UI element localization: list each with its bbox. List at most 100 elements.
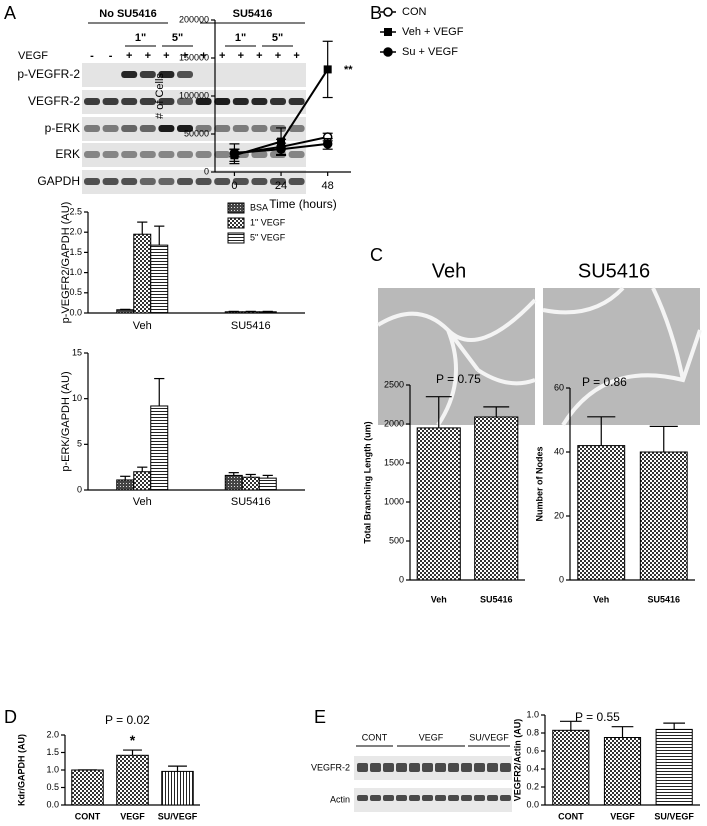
marker <box>322 139 333 149</box>
legend-label: 5" VEGF <box>250 232 286 242</box>
vegf-sign: + <box>145 50 151 62</box>
y-tick-label: 100000 <box>179 90 209 100</box>
cell-network <box>376 298 537 427</box>
y-tick-label: 150000 <box>179 52 209 62</box>
content: A B C D E No SU5416 SU5416 1" 5" 1" 5" VEGF - - + + + + + +… <box>4 3 702 821</box>
band-label: GAPDH <box>37 174 80 188</box>
time-label: 5" <box>272 32 283 44</box>
blot-band <box>288 98 305 105</box>
blot-band <box>251 98 268 105</box>
y-tick-label: 0.5 <box>46 782 59 792</box>
panel-label: B <box>370 3 382 23</box>
bar <box>552 729 590 806</box>
y-tick-label: 1000 <box>384 496 404 506</box>
legend-label: BSA <box>250 202 268 212</box>
blot-band <box>487 763 498 772</box>
blot-band <box>214 125 231 132</box>
y-tick-label: 1500 <box>384 457 404 467</box>
marker <box>277 137 286 146</box>
legend-swatch <box>227 202 245 214</box>
y-tick-label: 0 <box>559 574 564 584</box>
y-tick-label: 2500 <box>384 379 404 389</box>
blot-band <box>270 178 286 185</box>
blot-band <box>177 178 193 185</box>
bar <box>258 311 277 314</box>
y-tick-label: 500 <box>389 535 404 545</box>
legend-label: CON <box>402 6 427 18</box>
bar <box>655 728 693 806</box>
p-value: P = 0.55 <box>575 710 620 724</box>
x-tick-label: Veh <box>593 594 609 604</box>
y-axis-label: p-VEGFR2/GAPDH (AU) <box>60 202 72 324</box>
blot-band <box>370 763 381 772</box>
blot-band <box>288 125 305 132</box>
y-tick-label: 0.0 <box>69 307 82 317</box>
bar <box>639 451 688 581</box>
bar <box>224 311 243 314</box>
marker <box>229 148 240 158</box>
vegf-sign: + <box>219 50 225 62</box>
blot-strip <box>82 63 306 87</box>
x-axis-label: Time (hours) <box>269 197 337 211</box>
y-tick-label: 1.0 <box>46 764 59 774</box>
y-tick-label: 40 <box>554 446 564 456</box>
x-tick-label: SU5416 <box>231 320 271 332</box>
blot-band <box>195 178 212 185</box>
y-tick-label: 15 <box>72 347 82 357</box>
x-tick-label: SU/VEGF <box>654 811 694 821</box>
marker <box>323 65 332 74</box>
blot-band <box>84 98 100 105</box>
time-label: 1" <box>235 32 246 44</box>
blot-band <box>288 178 305 185</box>
vegf-sign: + <box>126 50 132 62</box>
bar <box>150 405 169 491</box>
blot-strip <box>82 90 306 114</box>
x-tick-label: VEGF <box>610 811 635 821</box>
blot-band <box>357 763 368 772</box>
blot-band <box>500 763 511 772</box>
blot-strip <box>82 143 306 167</box>
blot-band <box>474 763 485 772</box>
x-tick-label: CONT <box>75 811 101 821</box>
blot-band <box>461 763 472 772</box>
blot-band <box>121 71 138 78</box>
blot-band <box>487 795 498 801</box>
band-label: VEGFR-2 <box>28 94 80 108</box>
blot-band <box>177 98 193 105</box>
group-label: No SU5416 <box>99 8 156 20</box>
x-tick-label: 0 <box>231 180 237 192</box>
blot-band <box>214 98 231 105</box>
marker <box>276 144 286 154</box>
blot-band <box>422 763 433 772</box>
band-label: p-ERK <box>45 121 80 135</box>
blot-band <box>357 795 368 801</box>
blot-band <box>288 151 305 158</box>
bar <box>116 309 135 314</box>
y-tick-label: 0.5 <box>69 287 82 297</box>
blot-band <box>195 125 212 132</box>
blot-band <box>251 151 268 158</box>
blot-band <box>422 795 433 801</box>
bar <box>224 474 243 491</box>
blot-band <box>102 178 119 185</box>
blot-band <box>139 125 156 132</box>
blot-band <box>232 125 249 132</box>
blot-band <box>383 763 394 772</box>
band-label: Actin <box>330 794 350 804</box>
x-tick-label: 48 <box>322 180 334 192</box>
bar <box>150 244 169 314</box>
blot-band <box>409 795 420 801</box>
x-tick-label: Veh <box>133 496 152 508</box>
blot-band <box>232 178 249 185</box>
blot-band <box>435 795 446 801</box>
annotation: ** <box>344 64 353 76</box>
blot-band <box>396 795 407 801</box>
blot-band <box>232 98 249 105</box>
panel-label: E <box>314 707 326 727</box>
blot-band <box>158 71 175 78</box>
y-tick-label: 5 <box>77 439 82 449</box>
cell-network <box>542 286 702 427</box>
vegf-sign: + <box>200 50 206 62</box>
x-tick-label: SU5416 <box>231 496 271 508</box>
p-value: P = 0.86 <box>582 375 627 389</box>
